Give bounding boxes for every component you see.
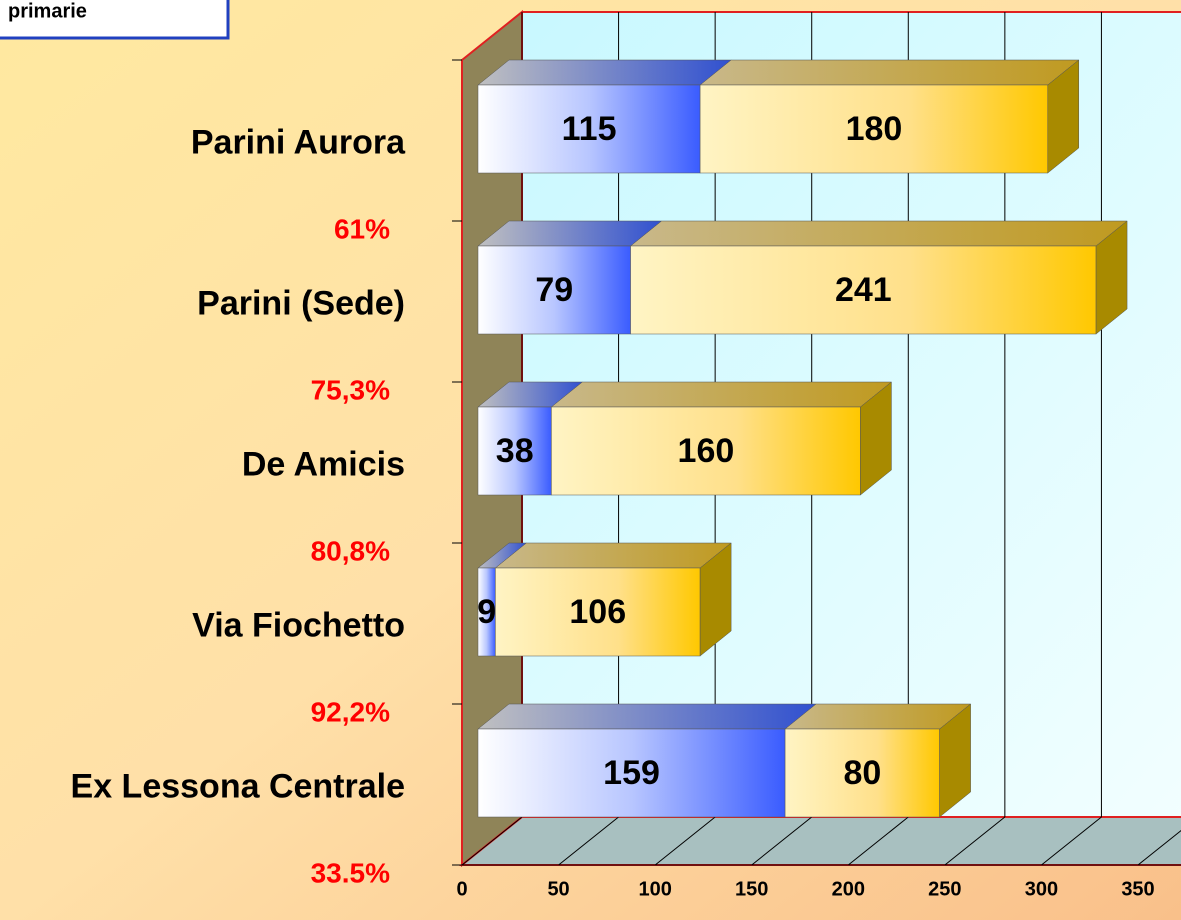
chart-title: primarie (8, 0, 87, 22)
grid-line (558, 816, 619, 866)
category-label: Parini Aurora (191, 123, 406, 161)
annotation: 33.5% (311, 857, 390, 888)
bar-top (550, 381, 893, 408)
bar-top (477, 220, 663, 247)
x-tick-label: 350 (1121, 878, 1154, 900)
value-label: 9 (477, 593, 496, 631)
category-label: Parini (Sede) (197, 284, 405, 322)
bar-top (494, 542, 732, 569)
bar-top (699, 59, 1080, 86)
annotation: 80,8% (311, 535, 390, 566)
bar-top (477, 703, 817, 730)
bar (477, 728, 786, 818)
value-label: 241 (835, 271, 892, 309)
x-tick-label: 250 (928, 878, 961, 900)
annotation: 61% (334, 213, 390, 244)
bar (477, 245, 631, 335)
grid-line (1041, 816, 1102, 866)
value-label: 180 (846, 110, 903, 148)
value-label: 79 (535, 271, 573, 309)
bar-top (784, 703, 972, 730)
bar (495, 567, 701, 657)
grid-line (461, 816, 523, 866)
bar-side (699, 542, 732, 657)
x-tick-label: 300 (1025, 878, 1058, 900)
x-tick-label: 150 (735, 878, 768, 900)
value-label: 115 (562, 110, 617, 148)
value-label: 80 (843, 754, 881, 792)
bar-side (1095, 220, 1128, 335)
category-label: Via Fiochetto (192, 606, 405, 644)
bar-side (860, 381, 892, 496)
title-box (0, 0, 230, 40)
grid-line (847, 816, 909, 866)
category-label: De Amicis (242, 445, 405, 483)
bar (477, 406, 552, 496)
bar-side (939, 703, 971, 818)
bar (630, 245, 1097, 335)
value-label: 38 (496, 432, 534, 470)
x-tick-label: 100 (638, 878, 671, 900)
bar-side (1047, 59, 1080, 174)
bar-top (477, 59, 732, 86)
bar (784, 728, 940, 818)
bar (551, 406, 861, 496)
x-tick-label: 50 (547, 878, 569, 900)
grid-line (944, 816, 1006, 866)
grid-line (1137, 829, 1181, 866)
annotation: 75,3% (311, 374, 390, 405)
grid-line (654, 816, 716, 866)
bar-top (629, 220, 1128, 247)
bar (477, 84, 701, 174)
annotation: 92,2% (311, 696, 390, 727)
value-label: 106 (569, 593, 626, 631)
value-label: 160 (678, 432, 735, 470)
grid-line (751, 816, 813, 866)
category-label: Ex Lessona Centrale (71, 767, 405, 805)
x-tick-label: 0 (456, 878, 467, 900)
x-tick-label: 200 (832, 878, 865, 900)
bar (699, 84, 1049, 174)
floor (459, 816, 1181, 866)
value-label: 159 (603, 754, 660, 792)
